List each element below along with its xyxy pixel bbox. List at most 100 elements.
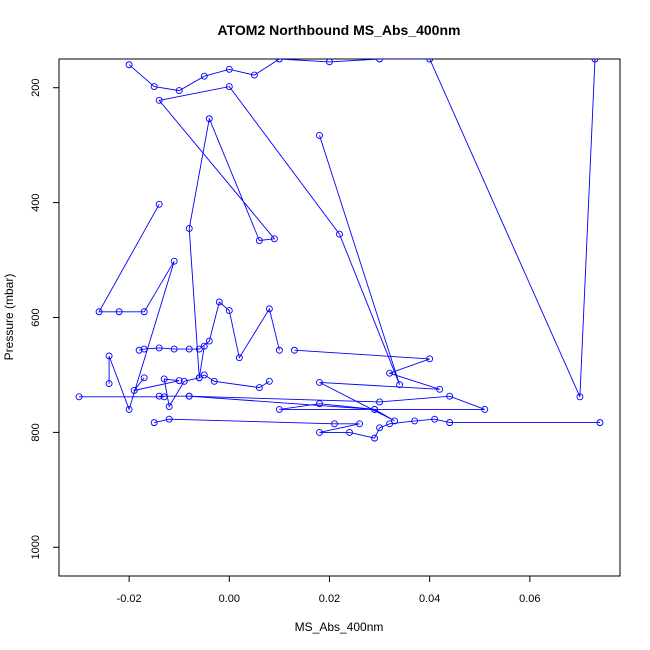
x-axis-label: MS_Abs_400nm: [295, 620, 384, 634]
x-tick-label: -0.02: [117, 593, 142, 605]
x-tick-label: 0.06: [519, 593, 540, 605]
data-point: [235, 354, 243, 362]
data-point: [225, 307, 233, 315]
data-point: [170, 345, 178, 353]
data-point: [180, 377, 188, 385]
y-axis: 200 400 600 800 1000: [30, 79, 59, 560]
series-line-5: [132, 374, 270, 408]
y-tick-label: 800: [30, 423, 42, 441]
series-line-7: [154, 418, 600, 439]
data-point: [140, 308, 148, 316]
data-point: [316, 131, 323, 139]
data-point: [576, 393, 584, 401]
data-point: [396, 381, 404, 389]
data-point: [411, 417, 419, 425]
data-point: [356, 420, 363, 428]
x-tick-label: 0.00: [219, 593, 240, 605]
data-point: [205, 115, 213, 123]
data-point: [195, 374, 203, 382]
data-point: [275, 346, 283, 354]
data-point: [200, 371, 208, 379]
data-point: [165, 415, 173, 423]
data-point: [426, 355, 434, 363]
data-point: [185, 345, 193, 353]
y-tick-label: 1000: [30, 535, 42, 559]
data-point: [336, 230, 343, 238]
data-point: [431, 415, 439, 423]
series-line-1: [128, 59, 596, 397]
data-point: [200, 72, 208, 80]
data-point: [210, 377, 218, 385]
data-point: [175, 87, 183, 95]
data-point: [135, 346, 143, 354]
data-point: [95, 308, 103, 316]
y-axis-label: Pressure (mbar): [2, 274, 16, 361]
data-point: [150, 83, 158, 91]
data-point: [326, 59, 333, 66]
data-point: [316, 378, 323, 386]
data-point: [105, 352, 113, 360]
data-point: [446, 392, 454, 400]
data-point: [391, 417, 399, 425]
data-point: [316, 400, 323, 408]
y-tick-label: 200: [30, 79, 42, 97]
data-point: [255, 237, 263, 244]
data-point: [376, 424, 384, 432]
data-point: [446, 419, 454, 427]
data-point: [250, 71, 258, 79]
data-point: [371, 434, 379, 442]
data-point: [150, 419, 158, 427]
data-point: [270, 235, 278, 243]
data-point: [155, 200, 163, 208]
data-point: [125, 405, 133, 413]
x-axis: -0.02 0.00 0.02 0.04 0.06: [117, 576, 541, 605]
data-point: [225, 83, 233, 91]
data-point: [376, 59, 384, 63]
y-tick-label: 400: [30, 193, 42, 211]
data-point: [331, 420, 338, 428]
chart-title: ATOM2 Northbound MS_Abs_400nm: [218, 22, 461, 38]
data-point: [170, 257, 178, 265]
data-point: [265, 305, 273, 313]
y-tick-label: 600: [30, 308, 42, 326]
data-point: [185, 392, 193, 400]
data-point: [386, 420, 394, 428]
data-point: [160, 375, 168, 383]
data-point: [200, 342, 208, 350]
data-point: [155, 344, 163, 352]
data-point: [175, 377, 183, 385]
data-point: [140, 374, 148, 382]
x-tick-label: 0.04: [419, 593, 440, 605]
data-point: [275, 59, 283, 63]
data-point: [481, 405, 489, 413]
data-point: [596, 419, 604, 427]
data-point: [386, 369, 394, 377]
data-point: [165, 403, 173, 410]
data-point: [155, 392, 163, 400]
data-point: [205, 337, 213, 345]
data-point: [125, 61, 133, 69]
data-point: [130, 387, 138, 394]
data-point: [275, 405, 283, 413]
data-point: [376, 398, 384, 406]
data-point: [115, 308, 123, 316]
data-point: [75, 393, 83, 401]
data-point: [255, 384, 263, 392]
data-point: [140, 345, 148, 353]
data-point: [290, 346, 298, 354]
data-point: [185, 225, 193, 232]
data-point: [215, 298, 223, 306]
series-line-4: [139, 301, 280, 359]
data-point: [316, 428, 323, 436]
data-point: [436, 385, 444, 393]
data-point: [160, 393, 168, 401]
series-line-8: [189, 349, 440, 422]
data-point: [105, 380, 113, 388]
series-line-2: [158, 86, 401, 385]
data-point: [155, 96, 163, 104]
x-tick-label: 0.02: [319, 593, 340, 605]
data-point: [371, 405, 379, 413]
data-point: [265, 377, 273, 385]
